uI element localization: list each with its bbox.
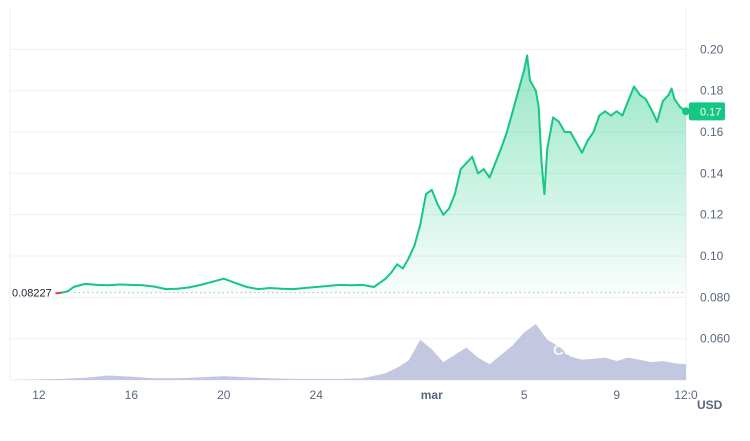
current-price-badge-text: 0.17 <box>700 106 721 118</box>
x-tick-label-7: 12:0 <box>674 388 698 402</box>
y-tick-label-7: 0.20 <box>700 42 724 56</box>
y-tick-label-4: 0.14 <box>700 166 724 180</box>
price-line-segment <box>178 287 190 288</box>
x-tick-label-0: 12 <box>32 388 46 402</box>
y-tick-label-6: 0.18 <box>700 84 724 98</box>
price-line-segment <box>258 288 270 289</box>
x-tick-label-2: 20 <box>217 388 231 402</box>
x-tick-label-3: 24 <box>310 388 324 402</box>
y-tick-label-1: 0.080 <box>700 290 730 304</box>
open-price-label: 0.08227 <box>12 288 52 300</box>
y-axis: 0.060 0.080 0.10 0.12 0.14 0.16 0.18 0.20 <box>700 42 730 345</box>
current-price-dot <box>682 107 690 115</box>
currency-unit-label: USD <box>697 398 723 412</box>
current-price-badge: 0.17 <box>689 102 725 120</box>
x-tick-label-1: 16 <box>125 388 139 402</box>
coinmarketcap-watermark: CoinMarketCap <box>553 342 663 359</box>
x-tick-label-4: mar <box>421 388 443 402</box>
price-line-segment <box>328 285 340 286</box>
y-tick-label-5: 0.16 <box>700 125 724 139</box>
price-line-segment <box>270 288 282 289</box>
y-tick-label-0: 0.060 <box>700 332 730 346</box>
price-line-segment <box>305 287 317 288</box>
y-tick-label-2: 0.10 <box>700 249 724 263</box>
price-line-segment <box>293 288 305 289</box>
price-line-segment <box>143 285 155 286</box>
price-line-segment <box>316 286 328 287</box>
price-line-segment <box>85 284 97 285</box>
x-tick-label-5: 5 <box>521 388 528 402</box>
x-axis: 12 16 20 24 mar 5 9 12:0 <box>32 388 698 402</box>
y-tick-label-3: 0.12 <box>700 208 724 222</box>
x-tick-label-6: 9 <box>613 388 620 402</box>
price-line-segment <box>108 285 120 286</box>
